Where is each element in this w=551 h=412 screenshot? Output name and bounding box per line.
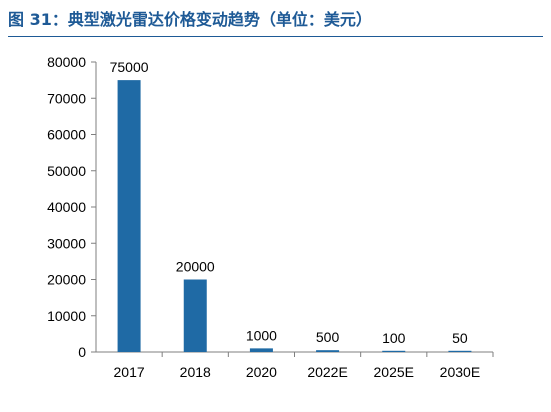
y-tick-label: 0 [78, 344, 86, 360]
bar-2020 [249, 348, 273, 352]
y-tick-label: 40000 [47, 199, 86, 215]
y-tick-label: 30000 [47, 235, 86, 251]
x-tick-label-2030E: 2030E [440, 364, 480, 380]
data-label-2030E: 50 [452, 330, 468, 346]
data-label-2018: 20000 [176, 259, 215, 275]
data-label-2017: 75000 [110, 59, 149, 75]
x-tick-label-2017: 2017 [114, 364, 145, 380]
bar-2025E [382, 350, 406, 352]
x-tick-label-2020: 2020 [246, 364, 277, 380]
y-tick-label: 20000 [47, 272, 86, 288]
y-tick-label: 10000 [47, 308, 86, 324]
y-tick-label: 50000 [47, 163, 86, 179]
y-tick-label: 60000 [47, 127, 86, 143]
data-label-2025E: 100 [382, 330, 406, 346]
bar-2017 [117, 80, 141, 352]
y-tick-label: 70000 [47, 90, 86, 106]
figure-title: 图 31：典型激光雷达价格变动趋势（单位：美元） [8, 10, 372, 29]
title-divider [8, 36, 543, 37]
bar-2018 [183, 279, 207, 352]
data-label-2022E: 500 [316, 329, 340, 345]
x-tick-label-2022E: 2022E [307, 364, 347, 380]
data-label-2020: 1000 [246, 327, 277, 343]
y-tick-label: 80000 [47, 54, 86, 70]
bar-2030E [448, 350, 472, 352]
x-tick-label-2018: 2018 [180, 364, 211, 380]
x-tick-label-2025E: 2025E [374, 364, 414, 380]
bar-2022E [316, 350, 340, 352]
